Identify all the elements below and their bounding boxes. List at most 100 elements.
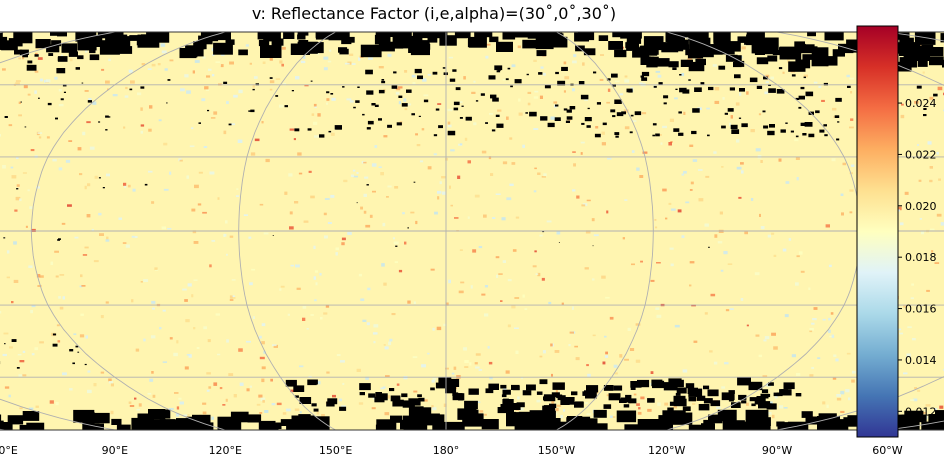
texture-cell: [413, 356, 418, 358]
texture-cell: [20, 360, 25, 362]
texture-cell: [270, 379, 273, 382]
nodata-cell: [608, 41, 623, 50]
texture-cell: [137, 93, 141, 96]
texture-cell: [22, 374, 26, 376]
texture-cell: [28, 189, 30, 191]
texture-cell: [151, 201, 154, 204]
texture-cell: [543, 73, 546, 76]
nodata-cell: [506, 78, 509, 80]
nodata-cell: [496, 124, 503, 128]
nodata-cell: [258, 28, 276, 39]
texture-cell: [795, 282, 799, 285]
nodata-cell: [53, 344, 58, 347]
nodata-cell: [48, 103, 52, 105]
texture-cell: [587, 200, 591, 202]
nodata-cell: [781, 129, 786, 132]
texture-cell: [698, 169, 703, 171]
texture-cell: [387, 186, 391, 188]
nodata-cell: [537, 50, 547, 56]
texture-cell: [484, 313, 488, 316]
texture-cell: [592, 278, 595, 280]
texture-cell: [514, 297, 519, 299]
texture-cell: [108, 59, 111, 61]
texture-cell: [415, 221, 417, 224]
texture-cell: [106, 174, 110, 177]
texture-cell: [399, 270, 402, 272]
nodata-cell: [76, 67, 80, 70]
texture-cell: [721, 166, 723, 168]
nodata-cell: [651, 380, 662, 387]
texture-cell: [473, 81, 475, 83]
longitude-label: 120°W: [648, 444, 685, 457]
texture-cell: [845, 389, 849, 392]
texture-cell: [18, 114, 22, 116]
texture-cell: [125, 87, 127, 89]
texture-cell: [23, 172, 27, 174]
texture-cell: [14, 280, 19, 283]
texture-cell: [80, 274, 83, 277]
texture-cell: [330, 195, 334, 198]
nodata-cell: [540, 379, 548, 384]
texture-cell: [553, 101, 557, 103]
texture-cell: [581, 152, 583, 155]
texture-cell: [383, 135, 387, 137]
texture-cell: [585, 402, 588, 404]
nodata-cell: [795, 60, 810, 69]
texture-cell: [191, 127, 193, 129]
nodata-cell: [395, 246, 397, 247]
nodata-cell: [130, 89, 133, 91]
texture-cell: [163, 310, 166, 312]
texture-cell: [40, 79, 43, 82]
texture-cell: [685, 202, 689, 204]
texture-cell: [257, 404, 261, 406]
colorbar-tick-label: 0.018: [905, 251, 937, 264]
texture-cell: [938, 87, 943, 91]
texture-cell: [534, 168, 537, 170]
nodata-cell: [933, 94, 938, 97]
texture-cell: [109, 381, 113, 384]
nodata-cell: [319, 134, 324, 137]
texture-cell: [849, 78, 854, 80]
texture-cell: [246, 44, 249, 46]
texture-cell: [68, 140, 72, 142]
texture-cell: [46, 79, 51, 82]
texture-cell: [468, 160, 472, 163]
texture-cell: [208, 386, 211, 388]
texture-cell: [66, 160, 70, 163]
nodata-cell: [366, 90, 373, 94]
texture-cell: [779, 159, 782, 162]
texture-cell: [550, 344, 553, 347]
texture-cell: [671, 209, 676, 211]
texture-cell: [713, 151, 716, 154]
nodata-cell: [779, 67, 782, 69]
texture-cell: [244, 214, 248, 216]
texture-cell: [90, 147, 95, 150]
nodata-cell: [720, 34, 730, 40]
texture-cell: [632, 150, 635, 153]
nodata-cell: [767, 56, 777, 62]
texture-cell: [210, 172, 215, 175]
texture-cell: [694, 341, 698, 343]
texture-cell: [148, 393, 152, 395]
nodata-cell: [402, 103, 408, 107]
texture-cell: [422, 128, 425, 130]
nodata-cell: [64, 92, 66, 93]
texture-cell: [288, 314, 290, 316]
longitude-label: 150°E: [319, 444, 352, 457]
nodata-cell: [825, 29, 844, 41]
nodata-cell: [496, 115, 500, 117]
nodata-cell: [588, 108, 590, 109]
texture-cell: [623, 237, 625, 239]
texture-cell: [9, 346, 13, 348]
nodata-cell: [776, 422, 784, 427]
texture-cell: [394, 186, 398, 189]
texture-cell: [59, 89, 62, 91]
texture-cell: [514, 328, 519, 330]
nodata-cell: [140, 86, 144, 88]
texture-cell: [295, 265, 300, 268]
texture-cell: [539, 235, 542, 237]
nodata-cell: [415, 69, 422, 73]
nodata-cell: [53, 334, 56, 336]
texture-cell: [364, 177, 368, 179]
nodata-cell: [725, 113, 728, 115]
